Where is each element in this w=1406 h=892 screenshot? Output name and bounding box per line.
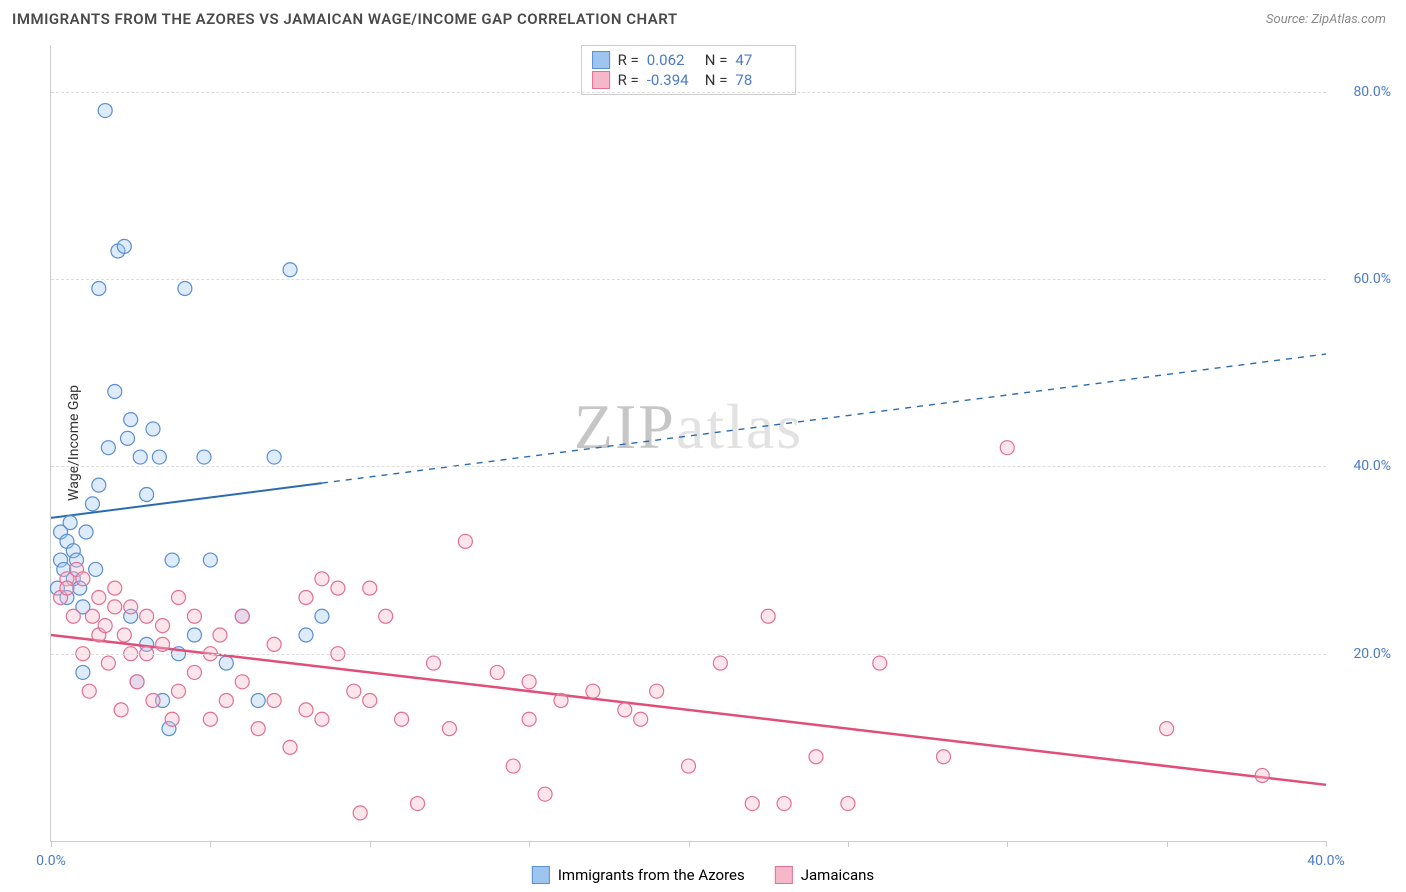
x-tick <box>210 841 211 847</box>
swatch-series-2 <box>592 71 610 89</box>
x-tick <box>848 841 849 847</box>
x-tick-label: 0.0% <box>36 853 66 869</box>
x-tick <box>1167 841 1168 847</box>
plot-svg <box>51 45 1326 841</box>
stats-row-1: R = 0.062 N = 47 <box>592 50 786 70</box>
bottom-legend: Immigrants from the Azores Jamaicans <box>532 866 874 884</box>
y-tick-label: 80.0% <box>1336 84 1391 100</box>
y-tick-label: 60.0% <box>1336 271 1391 287</box>
x-tick <box>1007 841 1008 847</box>
swatch-series-1 <box>592 51 610 69</box>
x-tick <box>370 841 371 847</box>
y-tick-label: 40.0% <box>1336 458 1391 474</box>
stats-legend: R = 0.062 N = 47 R = -0.394 N = 78 <box>581 45 797 95</box>
x-tick <box>51 841 52 847</box>
bottom-legend-item-1: Immigrants from the Azores <box>532 866 745 884</box>
bottom-legend-item-2: Jamaicans <box>775 866 874 884</box>
source-label: Source: ZipAtlas.com <box>1266 12 1386 27</box>
x-tick-label: 40.0% <box>1307 853 1345 869</box>
gridline <box>51 279 1326 280</box>
x-tick <box>689 841 690 847</box>
gridline <box>51 466 1326 467</box>
x-tick <box>529 841 530 847</box>
swatch-series-1 <box>532 866 550 884</box>
gridline <box>51 654 1326 655</box>
swatch-series-2 <box>775 866 793 884</box>
header: IMMIGRANTS FROM THE AZORES VS JAMAICAN W… <box>0 0 1406 33</box>
x-tick <box>1326 841 1327 847</box>
chart-title: IMMIGRANTS FROM THE AZORES VS JAMAICAN W… <box>12 10 678 28</box>
stats-row-2: R = -0.394 N = 78 <box>592 70 786 90</box>
chart-area: Wage/Income Gap ZIPatlas R = 0.062 N = 4… <box>50 45 1326 842</box>
gridline <box>51 92 1326 93</box>
y-tick-label: 20.0% <box>1336 646 1391 662</box>
